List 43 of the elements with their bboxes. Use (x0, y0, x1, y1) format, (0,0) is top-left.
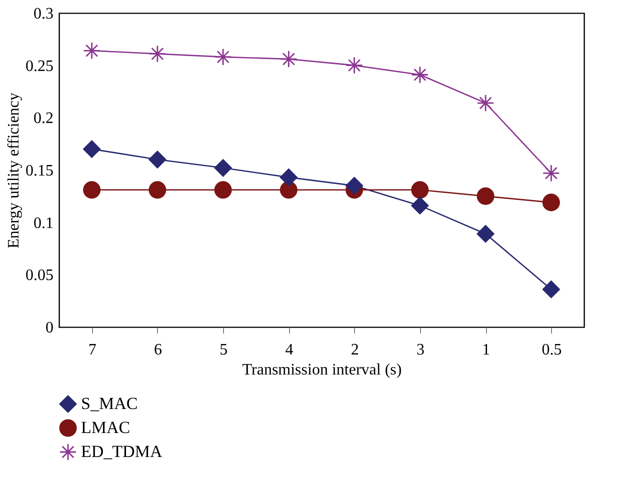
legend-label: S_MAC (81, 394, 138, 413)
point (476, 187, 494, 205)
point (346, 176, 364, 194)
y-tick-label: 0.25 (26, 58, 54, 75)
x-tick-label: 2 (350, 342, 359, 358)
y-tick-label: 0.15 (26, 162, 54, 180)
point (148, 150, 166, 168)
point (280, 50, 298, 68)
x-tick-label: 1 (482, 342, 490, 358)
point (148, 45, 166, 63)
point (83, 140, 101, 158)
point (280, 181, 298, 199)
point (148, 181, 166, 199)
y-axis-title: Energy utility efficiency (6, 92, 22, 248)
point (542, 164, 560, 182)
x-tick-label: 3 (416, 342, 424, 358)
y-tick-label: 0.3 (34, 6, 54, 22)
x-tick-label: 6 (154, 342, 162, 358)
point (346, 56, 364, 74)
x-tick-label: 4 (285, 342, 294, 358)
y-tick-label: 0.1 (34, 214, 54, 232)
y-tick-label: 0.05 (26, 267, 54, 284)
point (411, 66, 429, 84)
x-tick-label: 0.5 (542, 342, 562, 358)
point (280, 168, 298, 186)
point (542, 280, 560, 298)
point (83, 42, 101, 60)
point (83, 181, 101, 199)
point (542, 194, 560, 212)
x-tick-label: 7 (88, 342, 96, 358)
point (214, 181, 232, 199)
point (214, 48, 232, 66)
legend-label: ED_TDMA (81, 442, 163, 461)
x-tick-label: 5 (220, 342, 228, 358)
point (411, 196, 429, 214)
x-axis-title: Transmission interval (s) (242, 362, 402, 378)
y-tick-label: 0 (46, 320, 54, 336)
legend-label: LMAC (81, 418, 130, 437)
point (476, 94, 494, 112)
y-tick-label: 0.2 (34, 110, 54, 128)
point (411, 181, 429, 199)
point (214, 159, 232, 177)
point (476, 225, 494, 243)
